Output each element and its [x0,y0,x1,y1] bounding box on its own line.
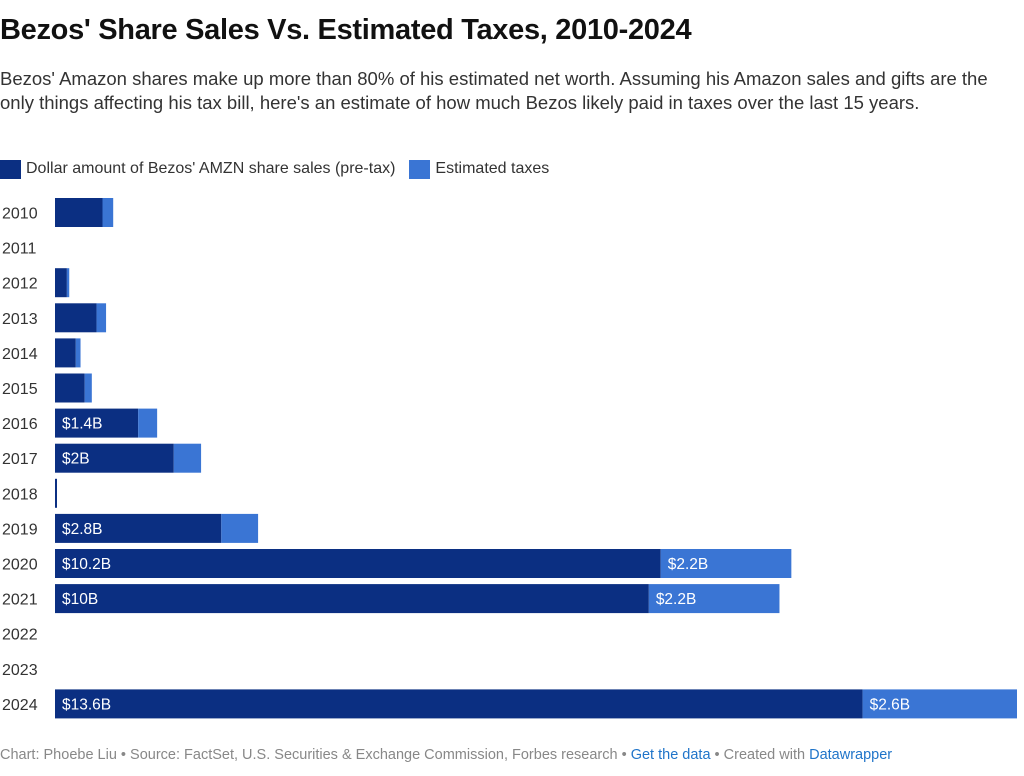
bar-sales [55,408,139,438]
legend-item-sales: Dollar amount of Bezos' AMZN share sales… [0,159,396,179]
data-label-sales: $10B [62,591,98,608]
bar-sales [55,689,863,719]
data-label-sales: $10.2B [62,556,111,573]
bar-chart: 2010 2011 2012 2013 2014 2015 2016 $1.4B 2017 $2B… [2,198,1017,719]
bar-taxes [66,268,70,298]
y-tick-label: 2012 [2,276,38,293]
data-label-taxes: $2.2B [656,591,697,608]
data-label-sales: $2.8B [62,521,103,538]
bar-taxes [173,443,202,473]
y-tick-label: 2017 [2,451,38,468]
y-tick-label: 2024 [2,697,38,714]
chart-description: Bezos' Amazon shares make up more than 8… [0,68,988,113]
chart-title: Bezos' Share Sales Vs. Estimated Taxes, … [0,14,692,46]
bar-sales [55,549,661,578]
y-tick-label: 2021 [2,592,38,609]
legend-swatch-sales [0,159,21,179]
footer-credit: Chart: Phoebe Liu • Source: FactSet, U.S… [0,747,631,763]
bar-sales [55,443,174,473]
data-label-taxes: $2.2B [668,556,709,573]
bar-taxes [96,303,107,333]
bar-sales [55,268,67,298]
y-tick-label: 2010 [2,206,38,223]
bar-taxes [648,584,780,614]
bar-taxes [138,408,158,438]
bar-sales [55,373,85,403]
bar-taxes [75,338,81,368]
legend-swatch-taxes [409,159,431,179]
data-label-sales: $13.6B [62,696,111,713]
legend-item-taxes: Estimated taxes [409,159,550,179]
data-label-taxes: $2.6B [870,696,911,713]
y-tick-label: 2020 [2,557,38,574]
legend: Dollar amount of Bezos' AMZN share sales… [0,159,563,179]
y-tick-label: 2022 [2,627,38,644]
bar-sales [55,513,222,543]
bar-taxes [102,198,114,227]
bar-taxes [660,549,792,578]
y-tick-label: 2023 [2,662,38,679]
get-data-link[interactable]: Get the data [630,747,711,763]
bar-sales [55,198,103,227]
bar-sales [55,584,649,614]
bar-taxes [221,513,259,543]
y-tick-label: 2018 [2,486,38,503]
y-tick-label: 2019 [2,521,38,538]
legend-label-sales: Dollar amount of Bezos' AMZN share sales… [26,160,396,177]
y-tick-label: 2013 [2,311,38,328]
y-tick-label: 2011 [2,241,37,258]
data-label-sales: $1.4B [62,416,103,433]
y-tick-label: 2014 [2,346,38,363]
bar-sales [55,338,76,368]
bar-sales [55,303,97,333]
footer: Chart: Phoebe Liu • Source: FactSet, U.S… [0,747,892,763]
datawrapper-link[interactable]: Datawrapper [809,747,893,763]
legend-label-taxes: Estimated taxes [435,160,550,177]
bar-taxes [84,373,92,403]
data-label-sales: $2B [62,451,90,468]
bar-sales [55,478,57,508]
footer-separator: • Created with [710,747,810,763]
y-tick-label: 2015 [2,381,38,398]
y-tick-label: 2016 [2,416,38,433]
bar-taxes [862,689,1017,719]
